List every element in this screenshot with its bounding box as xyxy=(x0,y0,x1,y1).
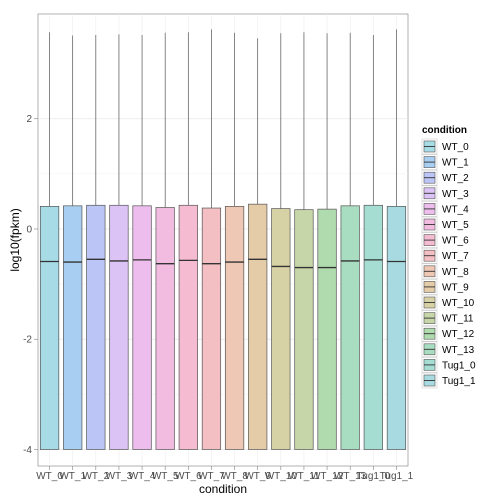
legend-item-WT_7: WT_7 xyxy=(421,247,469,264)
legend-item-WT_4: WT_4 xyxy=(421,201,469,217)
x-tick-label: WT_6 xyxy=(175,471,202,482)
x-tick-label: WT_11 xyxy=(288,471,320,482)
legend-item-Tug1_1: Tug1_1 xyxy=(421,372,476,389)
box-body xyxy=(248,203,268,450)
x-tick-label: WT_10 xyxy=(265,471,298,482)
x-tick-label: WT_7 xyxy=(198,471,225,482)
legend-label: WT_1 xyxy=(442,158,469,169)
box-series xyxy=(39,29,407,450)
x-tick-label: WT_1 xyxy=(59,471,86,482)
box-body xyxy=(224,206,245,450)
box-body xyxy=(39,206,60,450)
legend-item-WT_9: WT_9 xyxy=(421,279,469,295)
legend-item-WT_6: WT_6 xyxy=(421,232,469,248)
legend: condition WT_0 WT_1 WT_2 WT_3 WT_4 WT_5 WT_6 WT… xyxy=(421,125,476,389)
box-body xyxy=(271,208,291,450)
legend-label: WT_7 xyxy=(442,251,469,262)
legend-label: WT_13 xyxy=(442,345,475,356)
legend-item-WT_2: WT_2 xyxy=(421,169,469,186)
x-tick-label: WT_8 xyxy=(221,471,248,482)
legend-label: WT_10 xyxy=(442,298,475,309)
box-body xyxy=(340,205,360,450)
box-body xyxy=(86,204,106,450)
legend-label: WT_3 xyxy=(442,189,469,200)
x-axis-title: condition xyxy=(199,482,247,496)
legend-item-WT_5: WT_5 xyxy=(421,216,469,233)
box-WT_12 xyxy=(317,33,337,450)
legend-label: WT_2 xyxy=(442,173,469,184)
y-axis-title: log10(fpkm) xyxy=(8,208,22,271)
legend-label: WT_11 xyxy=(442,314,474,325)
x-tick-label: WT_13 xyxy=(334,471,367,482)
box-WT_2 xyxy=(86,34,106,450)
box-body xyxy=(201,207,222,450)
legend-label: Tug1_1 xyxy=(442,376,476,387)
legend-label: Tug1_0 xyxy=(442,360,476,371)
box-WT_3 xyxy=(109,34,129,450)
legend-label: WT_4 xyxy=(442,204,469,215)
box-body xyxy=(363,204,383,450)
box-WT_8 xyxy=(224,32,245,450)
box-body xyxy=(63,205,83,450)
box-body xyxy=(317,208,337,450)
box-WT_9 xyxy=(248,38,268,450)
x-tick-label: Tug1_0 xyxy=(357,471,391,482)
legend-item-WT_13: WT_13 xyxy=(421,341,475,358)
legend-item-WT_12: WT_12 xyxy=(421,325,475,342)
box-WT_13 xyxy=(340,32,360,450)
box-WT_0 xyxy=(39,32,60,450)
legend-item-WT_1: WT_1 xyxy=(421,154,469,170)
legend-item-WT_10: WT_10 xyxy=(421,294,475,311)
x-tick-label: WT_9 xyxy=(244,471,271,482)
y-tick-label: -4 xyxy=(23,445,32,456)
box-body xyxy=(386,206,407,450)
x-tick-label: WT_4 xyxy=(129,471,156,482)
legend-label: WT_12 xyxy=(442,329,475,340)
legend-item-WT_8: WT_8 xyxy=(421,263,469,280)
box-body xyxy=(178,204,198,450)
y-tick-label: -2 xyxy=(23,335,32,346)
box-WT_6 xyxy=(178,32,198,450)
legend-label: WT_5 xyxy=(442,220,469,231)
legend-title: condition xyxy=(422,125,467,136)
box-WT_11 xyxy=(294,32,314,450)
box-Tug1_1 xyxy=(386,29,407,450)
box-WT_4 xyxy=(132,34,152,450)
legend-item-WT_3: WT_3 xyxy=(421,185,469,202)
legend-label: WT_6 xyxy=(442,236,469,247)
box-body xyxy=(109,204,129,450)
x-tick-label: WT_3 xyxy=(106,471,133,482)
box-WT_5 xyxy=(155,32,175,450)
x-tick-label: WT_0 xyxy=(36,471,63,482)
box-body xyxy=(294,209,314,450)
x-tick-label: WT_2 xyxy=(82,471,109,482)
legend-label: WT_9 xyxy=(442,282,469,293)
y-tick-label: 2 xyxy=(26,114,32,125)
x-tick-label: WT_5 xyxy=(152,471,179,482)
x-axis: WT_0WT_1WT_2WT_3WT_4WT_5WT_6WT_7WT_8WT_9… xyxy=(36,466,414,482)
legend-item-WT_0: WT_0 xyxy=(421,138,469,155)
box-body xyxy=(155,207,175,450)
legend-item-Tug1_0: Tug1_0 xyxy=(421,357,476,373)
box-WT_1 xyxy=(63,35,83,450)
y-axis: -4 -2 0 2 xyxy=(23,114,38,456)
x-tick-label: Tug1_1 xyxy=(380,471,414,482)
y-tick-label: 0 xyxy=(26,224,32,235)
box-Tug1_0 xyxy=(363,34,383,450)
box-body xyxy=(132,205,152,450)
legend-label: WT_8 xyxy=(442,267,469,278)
box-WT_7 xyxy=(201,29,222,450)
box-WT_10 xyxy=(271,33,291,450)
legend-item-WT_11: WT_11 xyxy=(421,310,474,326)
x-tick-label: WT_12 xyxy=(311,471,344,482)
legend-label: WT_0 xyxy=(442,142,469,153)
